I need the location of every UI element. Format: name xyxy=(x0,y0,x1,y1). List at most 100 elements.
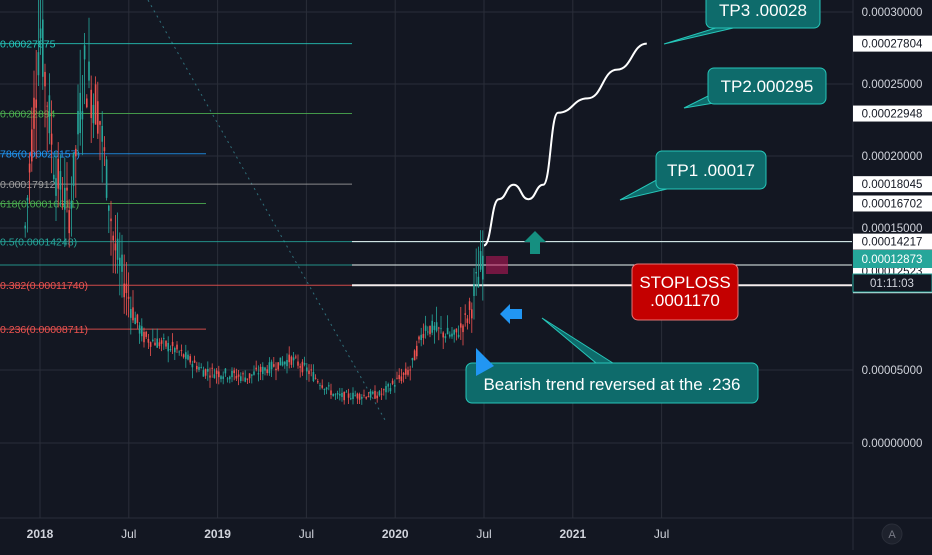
candle xyxy=(266,365,268,376)
candle xyxy=(198,362,200,373)
candle xyxy=(418,335,420,344)
candle-body xyxy=(77,110,79,135)
candle-body xyxy=(440,328,442,330)
stoploss-label-line2: .0001170 xyxy=(650,291,720,310)
candle xyxy=(363,389,365,398)
candle xyxy=(343,391,345,405)
candle xyxy=(319,382,321,390)
candle-body xyxy=(354,395,356,397)
candle xyxy=(330,383,332,399)
tp2-label: TP2.000295 xyxy=(721,77,814,96)
candle-body xyxy=(35,99,37,108)
candle-body xyxy=(330,390,332,395)
candle xyxy=(264,366,266,376)
candle xyxy=(68,199,70,248)
time-tick-label: 2019 xyxy=(204,527,231,541)
candle-body xyxy=(242,373,244,375)
candle xyxy=(374,385,376,400)
candle-body xyxy=(391,380,394,384)
candle xyxy=(464,304,466,327)
candle xyxy=(350,392,352,401)
candle xyxy=(295,354,297,360)
candle-body xyxy=(416,345,418,357)
candles xyxy=(24,0,484,405)
candle-body xyxy=(121,254,123,272)
tp1-callout: TP1 .00017 xyxy=(655,150,767,190)
candle-body xyxy=(174,348,176,353)
fib-level-label: 618(0.00016611) xyxy=(0,198,79,210)
candle-body xyxy=(310,369,312,371)
candle-body xyxy=(94,84,97,125)
fib-level-label: 0.236(0.00008711) xyxy=(0,324,88,336)
fib-level-label: 0.00027875 xyxy=(0,39,56,51)
candle-body xyxy=(222,376,224,379)
price-scale-ticks: 0.00030000 0.00025000 0.00020000 0.00015000… xyxy=(862,7,923,450)
candle-body xyxy=(176,344,178,350)
fib-level-label: 0.5(0.00014248) xyxy=(0,237,77,249)
candle-body xyxy=(402,372,405,375)
candle xyxy=(376,391,378,403)
candle xyxy=(275,362,277,381)
candle-body xyxy=(83,45,86,60)
candle-body xyxy=(479,251,482,270)
candle xyxy=(279,357,282,366)
auto-scale-button[interactable]: A xyxy=(881,523,903,545)
candle xyxy=(136,313,139,329)
candle-body xyxy=(70,200,73,209)
candle xyxy=(39,0,42,55)
price-label-bg xyxy=(853,35,932,52)
countdown-label: 01:11:03 xyxy=(852,273,932,293)
candle-body xyxy=(66,187,68,191)
candle xyxy=(231,367,233,383)
candle-body xyxy=(376,395,378,399)
candle xyxy=(413,349,416,361)
candle-body xyxy=(237,374,240,377)
candle-body xyxy=(134,317,136,325)
candle-body xyxy=(317,381,319,383)
candle xyxy=(189,353,191,365)
candle-body xyxy=(88,61,90,81)
candle xyxy=(339,387,341,401)
candle xyxy=(446,315,449,335)
candle xyxy=(237,370,240,386)
candle-body xyxy=(306,367,308,372)
candle xyxy=(268,357,271,376)
candle xyxy=(215,368,218,384)
candle-body xyxy=(308,370,310,375)
candle xyxy=(471,302,473,333)
candle-body xyxy=(123,283,125,298)
candle-body xyxy=(220,376,222,380)
candle-body xyxy=(64,187,66,210)
candle xyxy=(451,326,453,339)
candle-body xyxy=(149,342,152,347)
candle-body xyxy=(171,341,174,347)
candle-body xyxy=(321,385,323,388)
candle-body xyxy=(473,284,475,297)
candle-body xyxy=(235,375,238,379)
fib-level-label: 0.00017912 xyxy=(0,179,56,191)
candle-body xyxy=(325,387,328,390)
candle-body xyxy=(143,331,145,343)
candle-body xyxy=(26,197,29,201)
candle-body xyxy=(457,334,460,337)
candle-body xyxy=(319,385,321,387)
candle-body xyxy=(138,325,141,334)
candle xyxy=(61,176,64,210)
candle xyxy=(226,377,229,383)
candle xyxy=(116,212,119,274)
candle xyxy=(103,136,106,166)
candle-body xyxy=(231,370,233,378)
candle-body xyxy=(323,389,326,391)
candle xyxy=(204,368,207,379)
candle-body xyxy=(119,257,121,266)
candle xyxy=(48,73,51,145)
candle-body xyxy=(442,332,444,338)
candle xyxy=(127,272,130,318)
fib-level-label: 0.382(0.00011740) xyxy=(0,280,88,292)
candle-body xyxy=(248,373,251,379)
candle-body xyxy=(193,360,196,363)
candle xyxy=(33,70,35,153)
candle-body xyxy=(48,95,51,134)
fib-level-label: 786(0.00020157) xyxy=(0,149,80,161)
candle-body xyxy=(453,329,455,335)
